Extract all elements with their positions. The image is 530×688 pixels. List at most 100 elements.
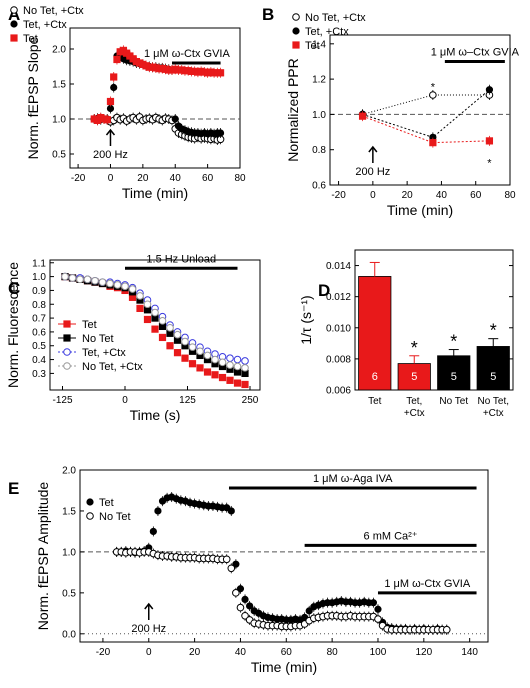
significance-star: * bbox=[490, 321, 497, 341]
significance-star: * bbox=[487, 158, 492, 170]
bar bbox=[476, 346, 510, 391]
panel-letter: B bbox=[262, 5, 274, 24]
y-tick-label: 0.012 bbox=[326, 292, 351, 303]
y-tick-label: 0.4 bbox=[32, 355, 46, 366]
data-point bbox=[136, 292, 144, 300]
data-point bbox=[485, 86, 494, 94]
plot-frame bbox=[69, 27, 241, 169]
x-tick-label: 0 bbox=[122, 395, 128, 406]
y-tick-label: 0.008 bbox=[326, 354, 351, 365]
legend-marker bbox=[86, 498, 94, 506]
panel-b: B -20 0 20 40 60 80 0.6 0.8 1.0 1.2 1.4 Time (min) No… bbox=[262, 5, 520, 218]
x-tick-label: -20 bbox=[71, 173, 86, 184]
y-tick-label: 0.9 bbox=[32, 286, 46, 297]
y-tick-label: 0.8 bbox=[32, 300, 46, 311]
x-tick-label: 80 bbox=[504, 190, 516, 201]
treatment-label: 1 μM ω-Ctx GVIA bbox=[144, 48, 230, 60]
panel-c: C -125 0 125 250 0.3 0.4 0.5 0.6 0.7 0.8 0.9 1.0 1.1 T… bbox=[5, 253, 261, 423]
data-point bbox=[196, 364, 204, 372]
data-point bbox=[241, 357, 249, 365]
x-tick-label: 0 bbox=[108, 173, 114, 184]
data-point bbox=[91, 276, 99, 285]
y-tick-label: 1.4 bbox=[312, 39, 326, 50]
legend-label: Tet bbox=[23, 33, 38, 45]
data-point bbox=[374, 605, 382, 613]
y-tick-label: 0.8 bbox=[312, 145, 326, 156]
y-tick-label: 2.0 bbox=[62, 466, 76, 477]
x-tick-label: 60 bbox=[202, 173, 214, 184]
plot-frame bbox=[49, 259, 261, 391]
x-tick-label: 20 bbox=[137, 173, 149, 184]
series-line bbox=[362, 89, 490, 138]
y-tick-label: 0.6 bbox=[32, 327, 46, 338]
data-point bbox=[227, 507, 235, 515]
series-3 bbox=[61, 272, 249, 372]
data-point bbox=[236, 603, 245, 612]
data-point bbox=[429, 91, 437, 99]
data-point bbox=[136, 304, 144, 313]
significance-star: * bbox=[411, 338, 418, 358]
legend-marker bbox=[10, 20, 18, 28]
treatment-label: 1 μM ω–Ctx GVIA bbox=[431, 46, 520, 58]
data-point bbox=[106, 279, 114, 288]
data-point bbox=[181, 354, 189, 362]
data-point bbox=[103, 116, 111, 124]
data-point bbox=[68, 274, 77, 282]
data-point bbox=[110, 83, 118, 92]
series-0 bbox=[113, 492, 451, 635]
data-point bbox=[143, 315, 152, 324]
y-tick-label: 0.0 bbox=[62, 629, 76, 640]
category-label: +Ctx bbox=[404, 408, 425, 419]
data-point bbox=[154, 507, 162, 515]
legend-label: Tet, +Ctx bbox=[305, 26, 349, 38]
significance-star: * bbox=[431, 82, 436, 94]
bar-n-label: 5 bbox=[411, 371, 417, 383]
x-tick-label: 120 bbox=[415, 647, 432, 658]
panel-letter: C bbox=[8, 279, 20, 298]
x-axis-title: Time (min) bbox=[251, 659, 317, 675]
treatment-label: 1 μM ω-Ctx GVIA bbox=[384, 578, 470, 590]
x-tick-label: 250 bbox=[242, 395, 259, 406]
legend-label: Tet, +Ctx bbox=[82, 347, 126, 359]
y-tick-label: 0.6 bbox=[312, 181, 326, 192]
data-point bbox=[181, 337, 189, 346]
category-label: No Tet, bbox=[478, 396, 510, 407]
data-point bbox=[227, 564, 236, 573]
y-tick-label: 0.5 bbox=[62, 588, 76, 599]
x-tick-label: 0 bbox=[146, 647, 152, 658]
data-point bbox=[232, 589, 240, 597]
data-point bbox=[98, 278, 107, 286]
data-point bbox=[110, 73, 118, 81]
x-tick-label: 0 bbox=[370, 190, 376, 201]
data-point bbox=[305, 607, 313, 615]
data-point bbox=[241, 380, 249, 389]
y-tick-label: 2.0 bbox=[52, 45, 66, 56]
legend-label: Tet, +Ctx bbox=[23, 19, 67, 31]
y-tick-label: 1.0 bbox=[312, 110, 326, 121]
data-point bbox=[113, 55, 121, 64]
panel-d: D 0.006 0.008 0.010 0.012 0.014 1/τ (s⁻¹) 6 Tet 5… bbox=[298, 249, 514, 419]
legend-label: Tet bbox=[99, 497, 114, 509]
data-point bbox=[232, 560, 240, 568]
bar bbox=[397, 363, 431, 391]
x-axis-title: Time (min) bbox=[122, 185, 188, 201]
category-label: Tet bbox=[368, 396, 382, 407]
data-point bbox=[166, 323, 174, 332]
category-label: Tet, bbox=[406, 396, 422, 407]
data-point bbox=[188, 343, 197, 351]
x-tick-label: 60 bbox=[470, 190, 482, 201]
bar bbox=[358, 276, 392, 391]
x-tick-label: 60 bbox=[281, 647, 293, 658]
panel-letter: E bbox=[8, 479, 19, 498]
legend-marker bbox=[63, 334, 71, 342]
category-label: No Tet bbox=[439, 396, 468, 407]
y-axis-title: Norm. fEPSP Amplitude bbox=[35, 482, 51, 631]
legend-label: No Tet, +Ctx bbox=[305, 12, 366, 24]
treatment-label: 6 mM Ca²⁺ bbox=[364, 530, 418, 542]
data-point bbox=[188, 360, 197, 368]
data-point bbox=[203, 368, 212, 376]
legend-marker bbox=[292, 13, 300, 21]
data-point bbox=[121, 282, 129, 291]
y-axis-title: Norm. Fluorescence bbox=[5, 262, 21, 388]
